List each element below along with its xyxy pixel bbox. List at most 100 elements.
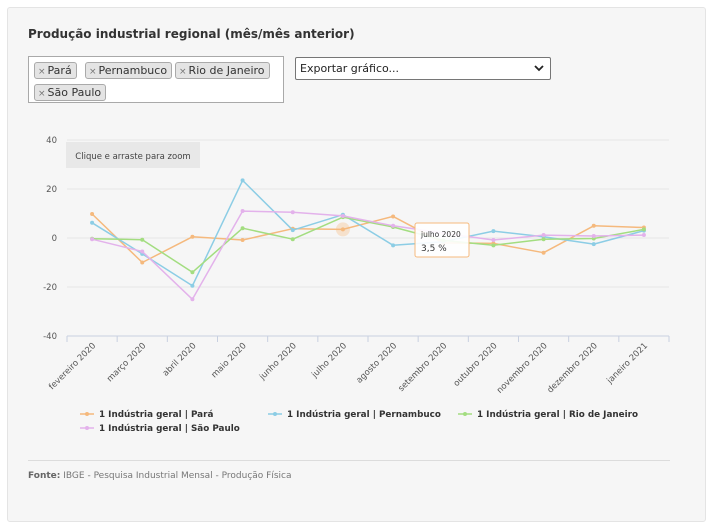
series-line [91, 210, 644, 301]
x-tick-label: janeiro 2021 [605, 341, 651, 387]
data-point [190, 234, 195, 239]
y-tick-label: -40 [43, 332, 57, 342]
data-point [240, 178, 245, 183]
hover-halo [335, 222, 350, 237]
series-group [90, 178, 646, 288]
series-lines [90, 178, 646, 302]
x-tick-label: maio 2020 [210, 341, 249, 380]
data-point [240, 226, 245, 231]
source-text: IBGE - Pesquisa Industrial Mensal - Prod… [63, 471, 292, 481]
zoom-hint[interactable]: Clique e arraste para zoom [66, 142, 200, 168]
data-point [541, 233, 546, 238]
remove-tag-icon[interactable]: × [38, 89, 46, 99]
data-point [190, 270, 195, 275]
x-tick-label: junho 2020 [257, 341, 299, 383]
series-group [90, 215, 646, 275]
data-point [190, 297, 195, 302]
data-point [541, 237, 546, 242]
data-point [290, 210, 295, 215]
export-select-label: Exportar gráfico... [300, 62, 400, 75]
tooltip-label: julho 2020 [420, 230, 461, 239]
data-point [340, 227, 345, 232]
x-tick-label: fevereiro 2020 [47, 341, 98, 392]
data-point [491, 243, 496, 248]
data-point [541, 250, 546, 255]
source-note: Fonte: IBGE - Pesquisa Industrial Mensal… [28, 471, 292, 481]
data-point [340, 213, 345, 218]
remove-tag-icon[interactable]: × [38, 67, 46, 77]
x-tick-label: novembro 2020 [495, 341, 550, 396]
legend-item[interactable]: 1 Indústria geral | Pernambuco [268, 410, 441, 420]
x-tick-label: março 2020 [105, 341, 148, 384]
tooltip: julho 2020 3,5 % [414, 222, 470, 258]
data-point [90, 211, 95, 216]
legend-label: 1 Indústria geral | Pernambuco [287, 410, 441, 420]
legend-label: 1 Indústria geral | Pará [99, 410, 213, 420]
tag-label: São Paulo [47, 86, 102, 99]
data-point [591, 234, 596, 239]
data-point [140, 237, 145, 242]
remove-tag-icon[interactable]: × [179, 67, 187, 77]
series-line [91, 179, 645, 287]
chart-title: Produção industrial regional (mês/mês an… [28, 27, 355, 41]
legend-item[interactable]: 1 Indústria geral | São Paulo [80, 424, 240, 434]
legend-swatch-marker [85, 426, 89, 430]
data-point [140, 260, 145, 265]
data-point [391, 243, 396, 248]
tag-label: Pará [47, 64, 72, 77]
data-point [641, 233, 646, 238]
y-tick-label: 20 [46, 185, 57, 195]
legend-swatch-marker [273, 412, 277, 416]
series-line [91, 213, 644, 264]
y-tick-label: -20 [43, 283, 57, 293]
series-line [92, 216, 645, 274]
data-point [290, 237, 295, 242]
x-tick-label: dezembro 2020 [546, 341, 600, 395]
tooltip-box [414, 222, 470, 258]
export-chart-select[interactable]: Exportar gráfico... [295, 57, 551, 80]
legend-swatch-marker [463, 412, 467, 416]
tooltip-value: 3,5 % [421, 244, 447, 254]
x-tick-label: setembro 2020 [397, 341, 450, 394]
data-point [240, 237, 245, 242]
data-point [190, 283, 195, 288]
x-axis-ticks: fevereiro 2020 março 2020 abril 2020 maio 2… [47, 336, 670, 396]
footer-divider [28, 460, 670, 461]
tag-para[interactable]: × Pará [34, 62, 77, 79]
remove-tag-icon[interactable]: × [89, 67, 97, 77]
data-point [491, 229, 496, 234]
data-point [491, 237, 496, 242]
tag-label: Rio de Janeiro [188, 64, 265, 77]
tag-label: Pernambuco [98, 64, 168, 77]
y-axis-ticks: 40 20 0 -20 -40 [43, 136, 57, 342]
legend-label: 1 Indústria geral | Rio de Janeiro [477, 410, 638, 420]
data-point [140, 249, 145, 254]
zoom-button-bg[interactable] [66, 142, 200, 168]
zoom-button-label[interactable]: Clique e arraste para zoom [75, 152, 190, 162]
x-tick-label: julho 2020 [309, 341, 349, 381]
tag-sao-paulo[interactable]: × São Paulo [34, 84, 107, 101]
y-tick-label: 40 [46, 136, 57, 146]
chevron-down-icon [534, 65, 544, 72]
legend: 1 Indústria geral | Pará 1 Indústria gera… [80, 410, 638, 434]
region-multiselect[interactable]: × Pará × Pernambuco × Rio de Janeiro × São P… [28, 56, 284, 103]
legend-label: 1 Indústria geral | São Paulo [99, 424, 240, 434]
data-point [641, 227, 646, 232]
x-tick-label: agosto 2020 [355, 341, 400, 386]
legend-swatch-marker [85, 412, 89, 416]
source-label: Fonte: [28, 471, 61, 481]
data-point [90, 220, 95, 225]
data-point [290, 228, 295, 233]
data-point [90, 237, 95, 242]
legend-item[interactable]: 1 Indústria geral | Pará [80, 410, 213, 420]
x-tick-label: outubro 2020 [452, 341, 500, 389]
data-point [240, 209, 245, 214]
legend-item[interactable]: 1 Indústria geral | Rio de Janeiro [458, 410, 638, 420]
y-tick-label: 0 [52, 234, 57, 244]
data-point [391, 223, 396, 228]
tag-pernambuco[interactable]: × Pernambuco [85, 62, 173, 79]
data-point [591, 223, 596, 228]
tag-rio-de-janeiro[interactable]: × Rio de Janeiro [175, 62, 270, 79]
data-point [591, 242, 596, 247]
